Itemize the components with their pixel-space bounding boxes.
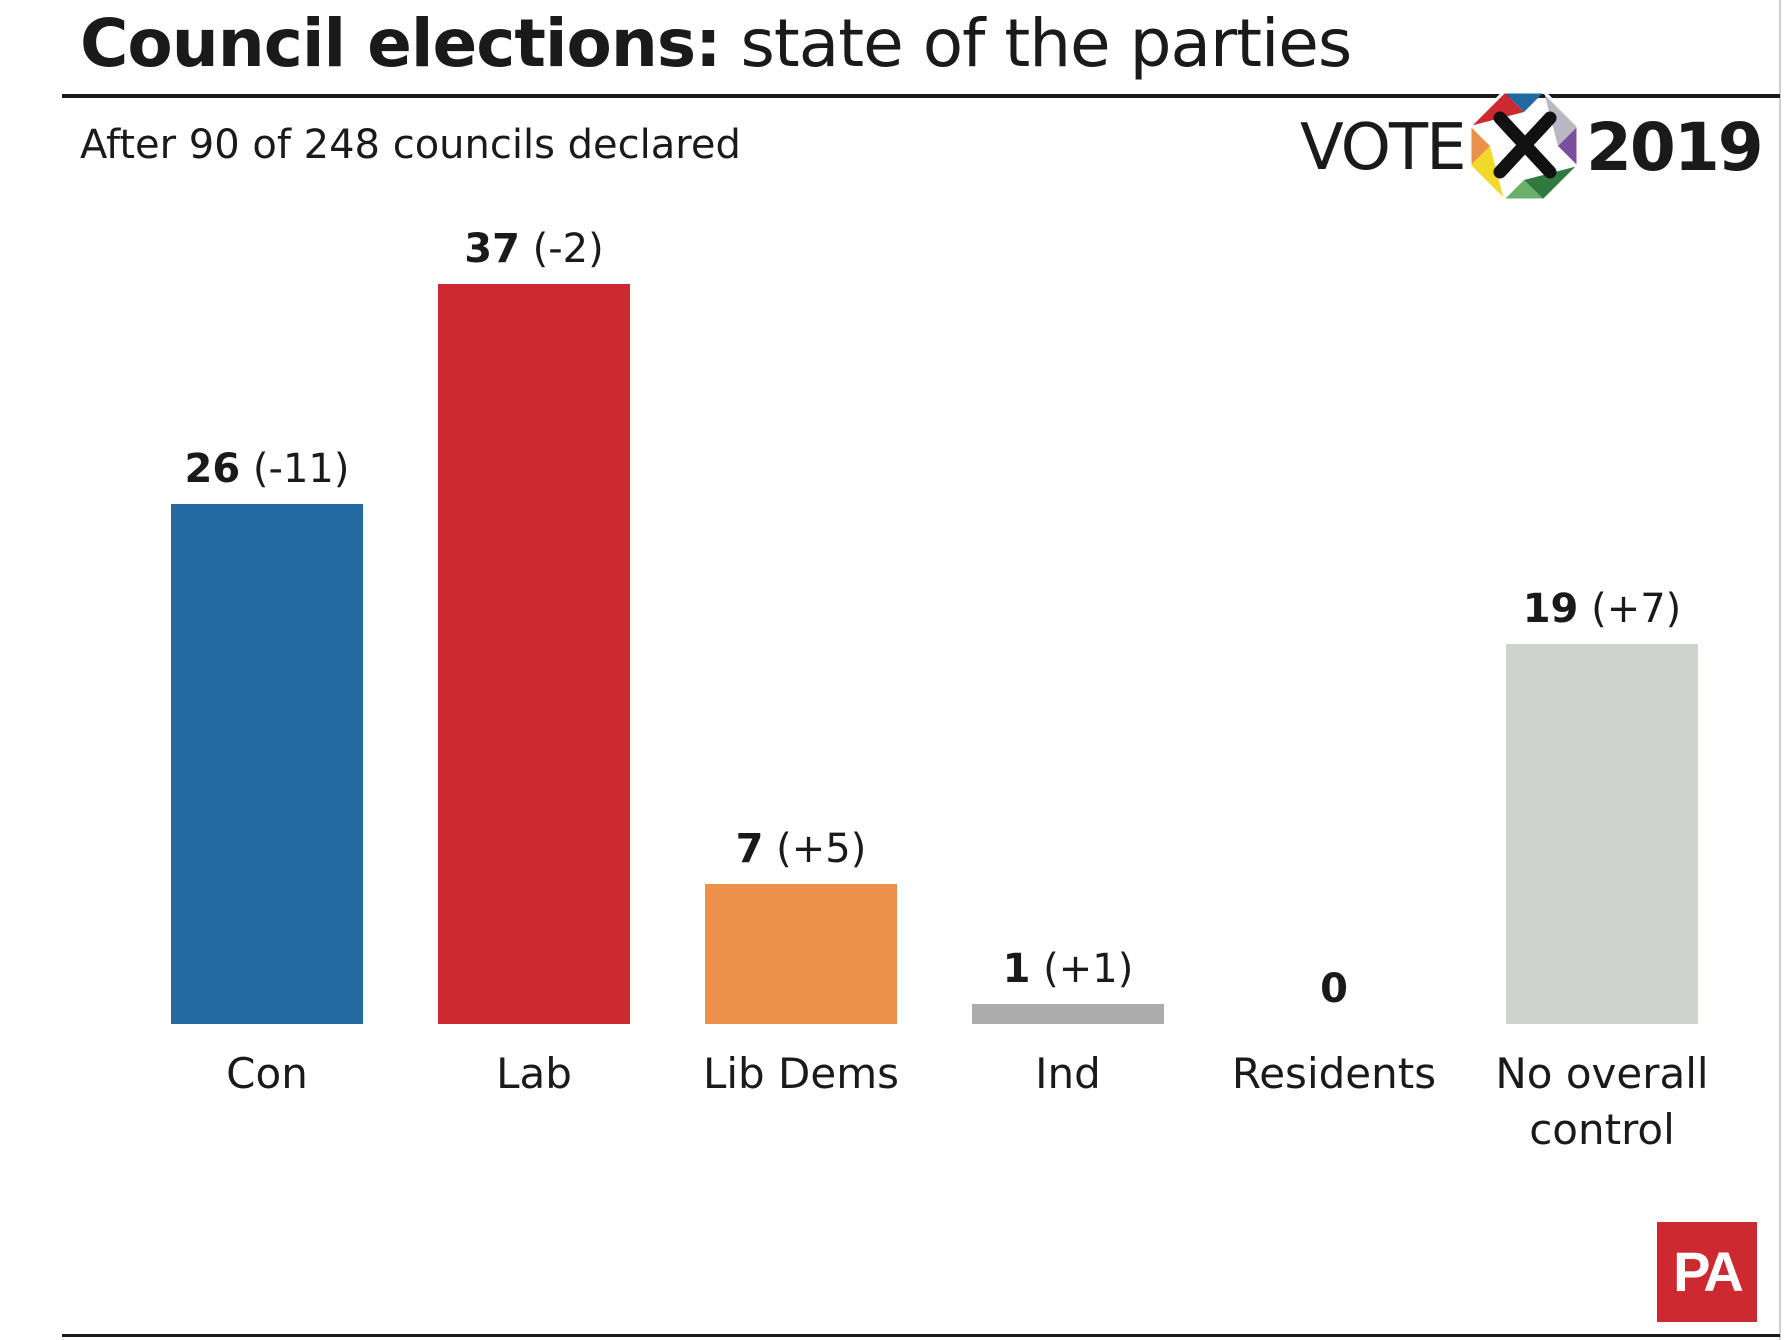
change-label-con: (-11): [240, 446, 349, 492]
data-label-lab: 37 (-2): [464, 226, 603, 272]
category-label-lib-dems: Lib Dems: [703, 1049, 899, 1098]
top-rule: [62, 94, 1780, 98]
bottom-rule: [62, 1334, 1780, 1337]
bar-lab: [438, 284, 630, 1024]
value-label-ind: 1: [1003, 946, 1031, 992]
logo-vote-text: VOTE: [1300, 111, 1467, 185]
category-label-no-overall-control-line-1: No overall: [1495, 1049, 1708, 1098]
category-label-ind: Ind: [1035, 1049, 1101, 1098]
bar-no-overall-control: [1506, 644, 1698, 1024]
value-label-residents: 0: [1320, 966, 1348, 1012]
value-label-lib-dems: 7: [736, 826, 764, 872]
category-label-con: Con: [226, 1049, 308, 1098]
chart-title: Council elections: state of the parties: [80, 4, 1353, 84]
bar-ind: [972, 1004, 1164, 1024]
value-label-no-overall-control: 19: [1523, 586, 1579, 632]
bar-con: [171, 504, 363, 1024]
data-label-no-overall-control: 19 (+7): [1523, 586, 1682, 632]
bar-lib-dems: [705, 884, 897, 1024]
chart-subtitle: After 90 of 248 councils declared: [80, 122, 741, 168]
data-label-con: 26 (-11): [185, 446, 350, 492]
category-label-lab: Lab: [496, 1049, 572, 1098]
category-label-residents: Residents: [1232, 1049, 1436, 1098]
category-label-no-overall-control-line-2: control: [1529, 1105, 1675, 1154]
logo-year-text: 2019: [1586, 109, 1764, 186]
title-rest: state of the parties: [740, 5, 1353, 82]
frame-edge: [1779, 0, 1781, 1340]
pa-logo: PA: [1657, 1222, 1757, 1322]
change-label-ind: (+1): [1030, 946, 1133, 992]
data-label-lib-dems: 7 (+5): [736, 826, 867, 872]
value-label-con: 26: [185, 446, 241, 492]
title-bold: Council elections:: [80, 5, 722, 82]
value-label-lab: 37: [464, 226, 520, 272]
data-label-ind: 1 (+1): [1003, 946, 1134, 992]
change-label-no-overall-control: (+7): [1578, 586, 1681, 632]
data-label-residents: 0: [1320, 966, 1348, 1012]
change-label-lib-dems: (+5): [763, 826, 866, 872]
change-label-lab: (-2): [520, 226, 604, 272]
ballot-cross-octagon-icon: [1468, 90, 1580, 202]
